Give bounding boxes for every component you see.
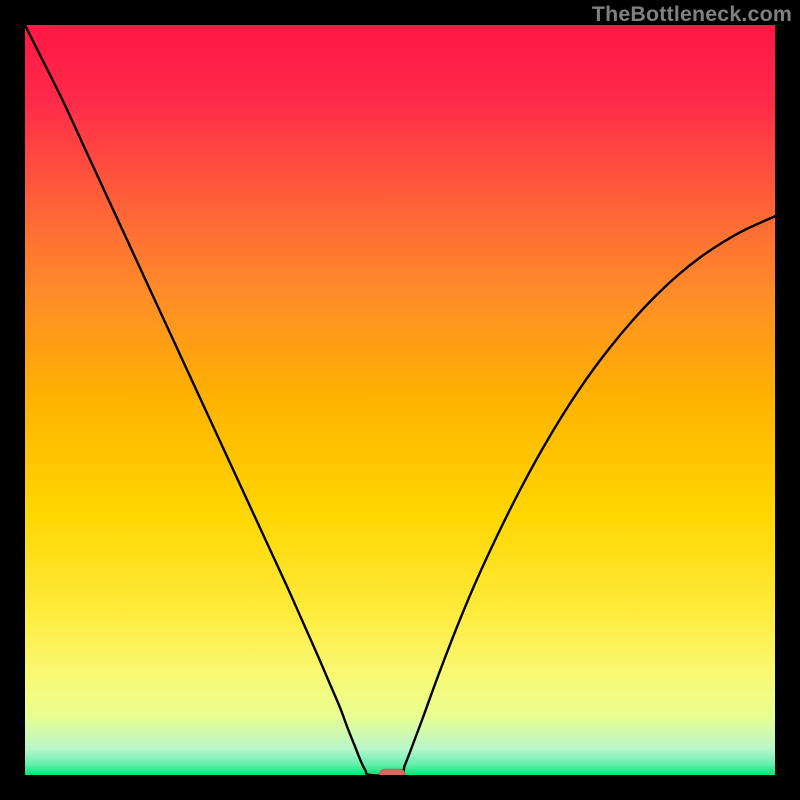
chart-gradient-background xyxy=(25,25,775,775)
chart-stage: TheBottleneck.com xyxy=(0,0,800,800)
watermark-label: TheBottleneck.com xyxy=(592,2,792,27)
bottleneck-chart xyxy=(0,0,800,800)
